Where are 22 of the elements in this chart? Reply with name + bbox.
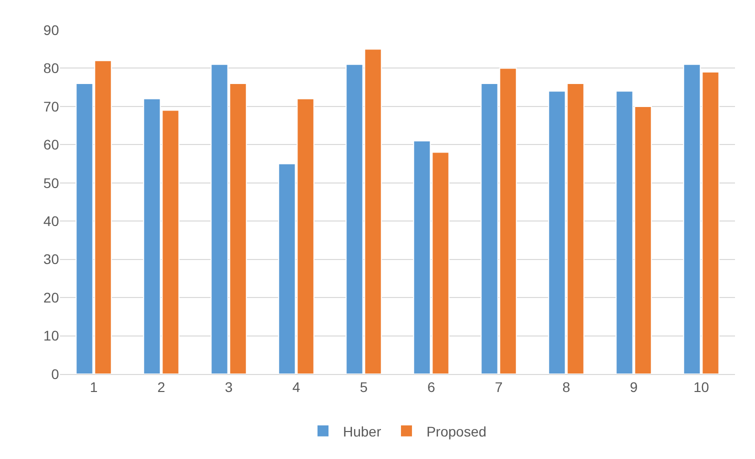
y-tick-label: 20 [43,289,60,306]
x-tick-label: 8 [562,378,570,395]
x-tick-label: 1 [90,378,98,395]
y-tick-label: 50 [43,174,60,191]
legend-label: Huber [343,423,382,440]
y-tick-label: 0 [51,366,60,382]
x-tick-label: 5 [360,378,368,395]
x-tick-label: 6 [427,378,436,395]
y-tick-label: 90 [43,22,60,38]
y-tick-label: 30 [43,251,60,268]
x-tick-label: 3 [224,378,233,395]
y-tick-label: 60 [43,136,60,153]
x-tick-label: 4 [292,378,300,395]
x-tick-label: 2 [157,378,166,395]
x-tick-label: 10 [693,378,710,395]
x-tick-label: 9 [630,378,638,395]
y-tick-label: 70 [43,98,60,114]
y-tick-label: 10 [43,328,60,344]
y-tick-label: 40 [43,213,60,230]
legend-label: Proposed [426,423,486,440]
y-tick-label: 80 [43,60,60,76]
x-tick-label: 7 [494,378,503,395]
